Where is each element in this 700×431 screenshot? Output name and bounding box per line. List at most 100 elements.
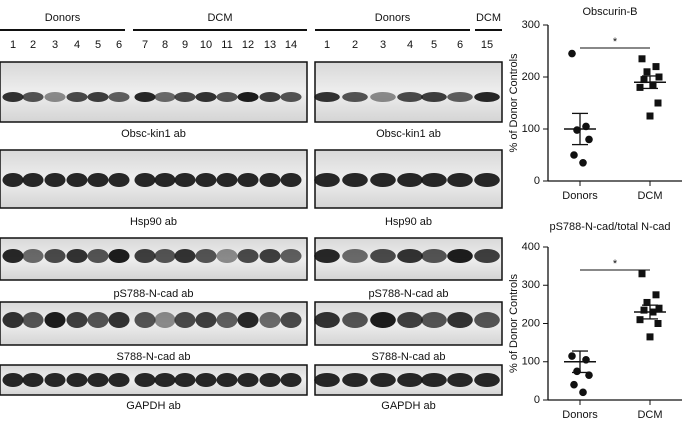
blot-label: Hsp90 ab — [130, 216, 177, 228]
band — [87, 173, 109, 187]
band — [154, 373, 176, 387]
band — [87, 92, 109, 102]
point — [640, 306, 648, 314]
band — [474, 92, 500, 102]
point — [646, 112, 654, 120]
band — [44, 373, 66, 387]
x-tick-label: DCM — [637, 190, 662, 202]
point — [643, 298, 651, 306]
point — [636, 83, 644, 91]
lane-label: 8 — [162, 39, 168, 51]
band — [421, 92, 447, 102]
band — [370, 249, 396, 263]
band — [237, 312, 259, 328]
blot-label: GAPDH ab — [126, 400, 180, 412]
band — [154, 92, 176, 102]
band — [342, 92, 368, 102]
band — [447, 92, 473, 102]
band — [174, 373, 196, 387]
band — [447, 373, 473, 387]
band — [195, 373, 217, 387]
chart-title: pS788-N-cad/total N-cad — [549, 221, 670, 233]
point — [652, 291, 660, 299]
blot — [0, 61, 308, 123]
band — [134, 373, 156, 387]
band — [195, 92, 217, 102]
lane-label: 5 — [95, 39, 101, 51]
band — [474, 312, 500, 328]
band — [474, 373, 500, 387]
point — [638, 270, 646, 278]
band — [259, 173, 281, 187]
band — [259, 92, 281, 102]
band — [314, 373, 340, 387]
lane-label: 1 — [10, 39, 16, 51]
band — [397, 92, 423, 102]
lane-label: 12 — [242, 39, 254, 51]
point — [649, 81, 657, 89]
lane-label: 2 — [352, 39, 358, 51]
band — [397, 173, 423, 187]
lane-label: 3 — [52, 39, 58, 51]
band — [421, 173, 447, 187]
band — [22, 373, 44, 387]
y-tick-label: 300 — [522, 19, 540, 31]
lane-label: 3 — [380, 39, 386, 51]
band — [2, 92, 24, 102]
band — [259, 373, 281, 387]
lane-label: 11 — [221, 39, 232, 51]
point — [573, 126, 581, 134]
lane-label: 4 — [407, 39, 413, 51]
point — [655, 73, 663, 81]
blot-label: GAPDH ab — [381, 400, 435, 412]
band — [342, 312, 368, 328]
band — [397, 373, 423, 387]
group-label: DCM — [207, 12, 232, 24]
band — [134, 249, 156, 263]
band — [87, 312, 109, 328]
band — [2, 373, 24, 387]
band — [237, 173, 259, 187]
band — [108, 92, 130, 102]
band — [259, 249, 281, 263]
band — [314, 312, 340, 328]
point — [573, 367, 581, 376]
x-tick-label: DCM — [637, 409, 662, 421]
band — [22, 312, 44, 328]
band — [370, 373, 396, 387]
blot-label: Obsc-kin1 ab — [376, 128, 441, 140]
band — [174, 312, 196, 328]
group-label: Donors — [45, 12, 81, 24]
point — [655, 304, 663, 312]
group-label: DCM — [476, 12, 501, 24]
band — [2, 249, 24, 263]
band — [174, 173, 196, 187]
band — [66, 373, 88, 387]
lane-label: 15 — [481, 39, 493, 51]
y-tick-label: 400 — [522, 241, 540, 253]
band — [154, 173, 176, 187]
band — [314, 173, 340, 187]
band — [195, 173, 217, 187]
y-tick-label: 200 — [522, 317, 540, 329]
band — [314, 249, 340, 263]
band — [108, 312, 130, 328]
band — [237, 249, 259, 263]
band — [370, 92, 396, 102]
band — [280, 312, 302, 328]
point — [579, 159, 587, 167]
point — [568, 49, 576, 58]
lane-label: 14 — [285, 39, 297, 51]
band — [397, 312, 423, 328]
band — [421, 373, 447, 387]
band — [280, 92, 302, 102]
chart-title: Obscurin-B — [582, 6, 637, 18]
band — [237, 373, 259, 387]
blot — [314, 61, 503, 123]
point — [585, 135, 593, 144]
band — [314, 92, 340, 102]
band — [280, 249, 302, 263]
lane-label: 9 — [182, 39, 188, 51]
lane-label: 6 — [116, 39, 122, 51]
